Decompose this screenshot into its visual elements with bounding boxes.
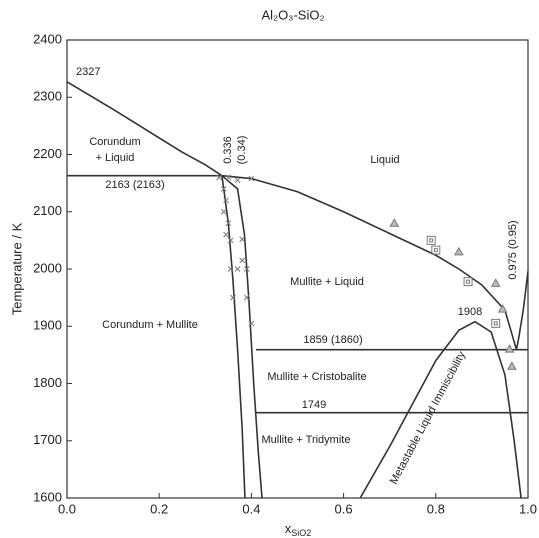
cross-marker: [216, 174, 222, 181]
annotation: 0.336: [222, 136, 234, 164]
x-axis-label: xSiO2: [285, 521, 312, 538]
cross-marker: [234, 266, 241, 272]
annotation: Mullite + Cristobalite: [267, 371, 366, 383]
x-tick-label: 0.4: [242, 501, 260, 516]
annotation: (0.34): [236, 136, 248, 165]
phase-boundary: [515, 271, 529, 350]
phase-boundary: [221, 175, 263, 499]
triangle-marker: [453, 246, 464, 256]
square-marker: [463, 277, 473, 287]
annotation: Corundum: [89, 136, 140, 148]
cross-marker: [243, 294, 250, 301]
phase-boundary: [66, 81, 223, 177]
cross-marker: [230, 294, 236, 301]
square-marker: [491, 318, 501, 328]
annotation: 1749: [302, 399, 326, 411]
cross-marker: [225, 174, 232, 181]
y-tick-label: 1600: [33, 489, 62, 504]
y-tick-label: 1900: [33, 318, 62, 333]
y-tick-label: 2100: [33, 203, 62, 218]
square-marker: [426, 235, 436, 245]
y-tick-label: 2400: [33, 31, 62, 46]
x-tick-label: 0.6: [335, 501, 353, 516]
cross-marker: [234, 177, 241, 184]
cross-marker: [227, 266, 234, 272]
annotation: Mullite + Liquid: [290, 276, 364, 288]
phase-boundary: [359, 320, 522, 499]
cross-marker: [223, 197, 229, 204]
annotation: + Liquid: [96, 152, 135, 164]
annotation: 1908: [458, 306, 482, 318]
x-label-main: x: [285, 521, 292, 536]
annotation: Corundum + Mullite: [102, 319, 198, 331]
y-tick-label: 2000: [33, 260, 62, 275]
y-tick-label: 1700: [33, 432, 62, 447]
y-tick-label: 2200: [33, 146, 62, 161]
triangle-marker: [497, 304, 508, 313]
phase-boundary: [221, 174, 518, 350]
y-axis-label: Temperature / K: [9, 222, 24, 315]
cross-marker: [248, 175, 255, 182]
cross-marker: [239, 236, 246, 243]
x-tick-label: 0.0: [58, 501, 76, 516]
cross-marker: [223, 231, 229, 238]
cross-marker: [220, 185, 227, 192]
chart-title: Al₂O₃-SiO₂: [261, 7, 324, 22]
cross-marker: [239, 257, 246, 264]
square-marker: [431, 245, 441, 255]
triangle-marker: [507, 361, 517, 370]
cross-marker: [243, 266, 250, 272]
x-tick-label: 1.0: [519, 501, 537, 516]
y-tick-label: 1800: [33, 375, 62, 390]
annotation: 0.975 (0.95): [507, 220, 519, 279]
x-tick-label: 0.8: [427, 501, 445, 516]
annotation: Liquid: [370, 154, 399, 166]
triangle-marker: [490, 278, 501, 287]
annotation: Metastable Liquid Immiscibility: [388, 349, 469, 486]
cross-marker: [248, 320, 255, 327]
x-label-sub: SiO2: [291, 528, 311, 538]
annotation: Mullite + Tridymite: [262, 434, 351, 446]
x-tick-label: 0.2: [150, 501, 168, 516]
phase-boundary: [221, 175, 246, 499]
annotation: 2327: [76, 66, 100, 78]
cross-marker: [225, 220, 232, 227]
cross-marker: [220, 208, 227, 215]
triangle-marker: [389, 218, 400, 227]
y-tick-label: 2300: [33, 89, 62, 104]
annotation: 1859 (1860): [303, 334, 362, 346]
annotation: 2163 (2163): [105, 179, 164, 191]
triangle-marker: [504, 344, 515, 353]
cross-marker: [227, 237, 234, 244]
